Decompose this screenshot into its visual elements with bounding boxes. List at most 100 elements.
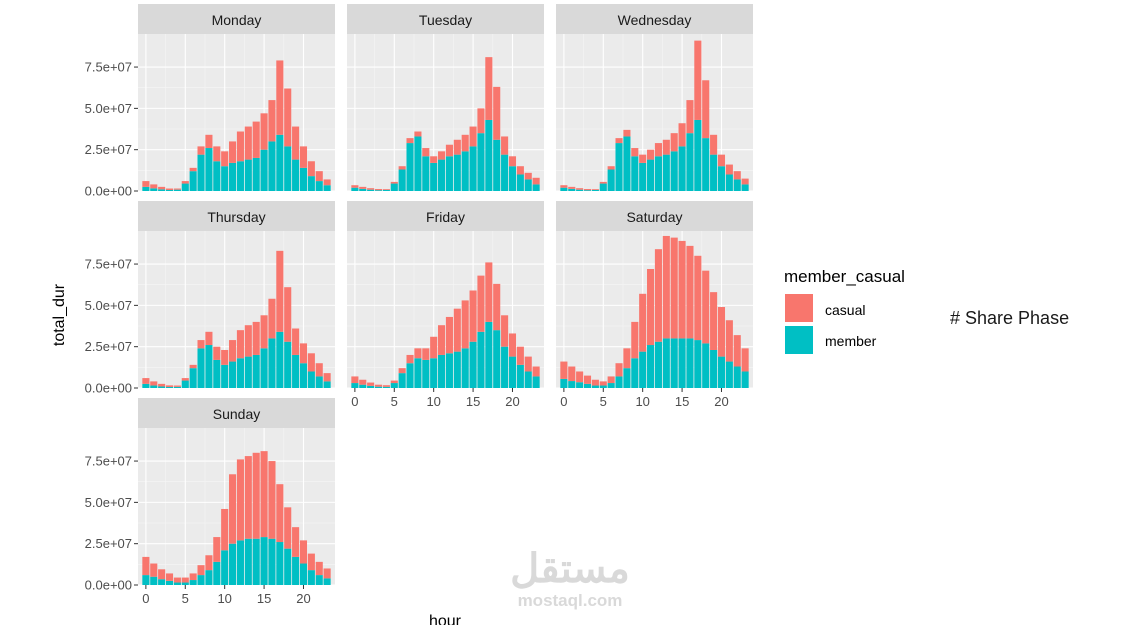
bar-casual-monday-7 [197,146,205,155]
bar-casual-wednesday-7 [615,138,623,144]
bar-member-wednesday-12 [654,156,662,191]
bar-casual-sunday-3 [165,573,174,581]
bar-member-saturday-5 [599,385,607,388]
bar-casual-sunday-14 [252,452,260,539]
bar-member-sunday-19 [292,556,300,585]
bar-member-friday-17 [485,321,493,388]
bar-member-thursday-18 [284,341,292,388]
bar-member-thursday-22 [315,376,323,388]
bar-member-tuesday-10 [430,162,438,191]
bar-casual-sunday-22 [315,561,323,576]
bar-casual-sunday-13 [244,456,252,539]
bar-member-friday-13 [453,351,461,388]
bar-casual-wednesday-3 [583,189,592,191]
y-tick-label: 2.5e+07 [85,142,132,157]
bar-casual-thursday-1 [150,381,158,386]
bar-member-friday-0 [351,383,359,388]
bar-casual-friday-23 [532,366,540,377]
bar-casual-monday-19 [292,126,300,160]
bar-member-sunday-14 [252,538,260,585]
bar-casual-tuesday-8 [414,131,422,137]
bar-casual-wednesday-18 [702,80,710,139]
panel-thursday: Thursday 0.0e+00 2.5e+07 5.0e+07 7.5e+07 [85,201,335,396]
bar-casual-tuesday-0 [351,185,359,188]
bar-member-friday-5 [390,383,398,388]
bar-casual-monday-6 [189,167,197,172]
bar-casual-tuesday-23 [532,177,540,185]
bar-member-sunday-5 [181,582,189,585]
bar-member-sunday-16 [268,538,276,585]
bar-casual-tuesday-13 [453,139,461,155]
bar-member-thursday-3 [165,387,174,388]
bar-member-monday-2 [158,189,166,191]
bar-casual-friday-4 [382,385,390,387]
bar-casual-sunday-8 [205,555,213,571]
y-tick-label: 5.0e+07 [85,495,132,510]
bar-casual-thursday-0 [142,378,150,384]
bar-member-tuesday-1 [359,188,367,191]
bar-member-wednesday-23 [741,184,749,191]
bar-casual-thursday-17 [276,250,284,332]
bar-member-sunday-15 [260,537,268,585]
x-tick-label: 20 [714,394,728,409]
bar-member-saturday-15 [678,338,686,388]
bar-casual-friday-5 [390,380,398,384]
bar-member-sunday-17 [276,542,284,585]
panel-wednesday: Wednesday [556,4,753,192]
bar-member-monday-16 [268,141,276,191]
legend-label-member: member [825,333,877,349]
bar-casual-sunday-20 [299,540,308,564]
y-tick-label: 7.5e+07 [85,454,132,469]
bar-member-monday-7 [197,154,205,191]
bar-member-thursday-0 [142,383,150,388]
bar-casual-friday-2 [367,382,375,386]
bar-member-saturday-7 [615,376,623,388]
bar-casual-sunday-11 [229,474,237,544]
bar-member-saturday-17 [694,340,702,388]
bar-member-sunday-21 [307,570,315,585]
bar-casual-sunday-2 [158,569,166,580]
bar-casual-sunday-23 [323,568,331,579]
bar-casual-wednesday-9 [631,148,639,157]
bar-casual-friday-3 [374,384,383,387]
bar-member-thursday-8 [205,345,213,388]
bar-casual-thursday-22 [315,363,323,377]
bar-casual-saturday-13 [662,235,670,339]
bar-member-saturday-0 [560,378,568,388]
bar-member-wednesday-11 [647,159,655,191]
watermark: مستقل mostaql.com [510,547,630,610]
x-tick-label: 0 [142,591,149,606]
bar-casual-wednesday-14 [670,133,678,152]
bar-member-tuesday-3 [374,190,383,191]
bar-member-thursday-14 [252,354,260,388]
bar-member-tuesday-16 [477,133,485,191]
y-tick-label: 7.5e+07 [85,257,132,272]
bar-casual-saturday-7 [615,363,623,377]
bar-member-sunday-23 [323,578,331,585]
bar-casual-tuesday-5 [390,181,398,184]
bar-member-saturday-22 [733,366,741,388]
bar-member-tuesday-15 [469,146,477,191]
bar-member-sunday-2 [158,579,166,585]
bar-member-monday-10 [221,166,229,191]
bar-casual-tuesday-3 [374,189,383,191]
bar-member-thursday-21 [307,371,315,388]
bar-casual-wednesday-4 [591,189,599,191]
bar-casual-thursday-2 [158,383,166,387]
bar-casual-saturday-15 [678,240,686,339]
x-tick-label: 15 [675,394,689,409]
bar-member-thursday-16 [268,338,276,388]
bar-casual-monday-5 [181,181,189,184]
bar-member-friday-14 [461,348,469,388]
strip-wednesday [556,4,753,34]
bar-casual-thursday-8 [205,331,213,346]
bar-member-thursday-2 [158,386,166,388]
strip-label-friday: Friday [426,209,465,225]
bar-casual-monday-16 [268,100,276,142]
bar-member-tuesday-2 [367,189,375,191]
bar-casual-saturday-18 [702,270,710,344]
bar-member-wednesday-18 [702,138,710,191]
bar-casual-sunday-4 [173,577,181,583]
bar-casual-wednesday-11 [647,149,655,160]
watermark-arabic: مستقل [510,547,630,591]
